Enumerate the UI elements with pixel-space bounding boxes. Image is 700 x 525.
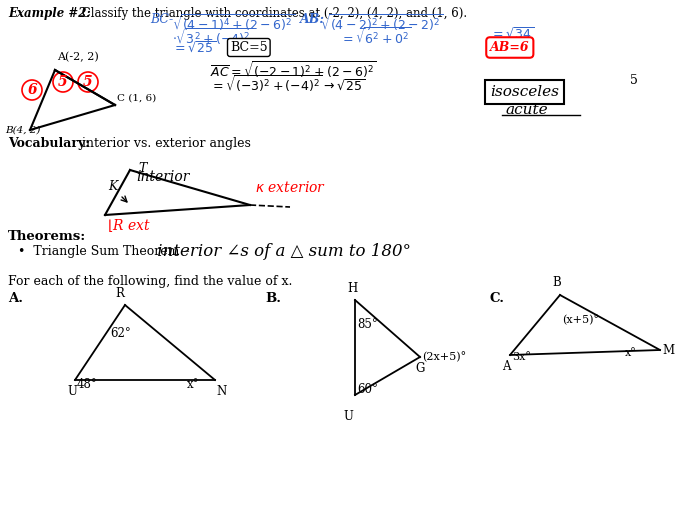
Text: •  Triangle Sum Theorem –: • Triangle Sum Theorem – (18, 245, 190, 258)
Text: G: G (415, 362, 424, 375)
Text: $=\sqrt{6^2+0^2}$: $=\sqrt{6^2+0^2}$ (340, 27, 412, 48)
Text: interior: interior (136, 170, 190, 184)
Text: interior vs. exterior angles: interior vs. exterior angles (78, 137, 251, 150)
Text: M: M (662, 343, 674, 356)
Text: 85°: 85° (357, 318, 378, 331)
Text: K: K (108, 180, 118, 193)
Text: C.: C. (490, 292, 505, 305)
Text: A(-2, 2): A(-2, 2) (57, 51, 99, 62)
Text: 62°: 62° (110, 327, 131, 340)
Text: B(4, 2): B(4, 2) (5, 125, 41, 134)
Text: $\kappa$ exterior: $\kappa$ exterior (255, 180, 326, 195)
Text: AB=6: AB=6 (490, 41, 530, 54)
Text: AB:: AB: (300, 13, 325, 26)
Text: T: T (138, 162, 146, 175)
Text: $\sqrt{(4-1)^4+(2-6)^2}$: $\sqrt{(4-1)^4+(2-6)^2}$ (172, 13, 295, 34)
Text: H: H (347, 282, 357, 295)
Text: $=\sqrt{34}$: $=\sqrt{34}$ (490, 27, 534, 42)
Text: B.: B. (265, 292, 281, 305)
Text: $\overline{AC}=\sqrt{(-2-1)^2+(2-6)^2}$: $\overline{AC}=\sqrt{(-2-1)^2+(2-6)^2}$ (210, 60, 377, 81)
Text: Example #2:: Example #2: (8, 7, 91, 20)
Text: 5: 5 (83, 75, 93, 89)
Text: 5: 5 (58, 75, 68, 89)
Text: x°: x° (187, 378, 199, 391)
Text: 48°: 48° (77, 378, 98, 391)
Text: (2x+5)°: (2x+5)° (422, 352, 466, 362)
Text: C (1, 6): C (1, 6) (117, 94, 156, 103)
Text: $\cdot\sqrt{3^2+(-4)^2}$: $\cdot\sqrt{3^2+(-4)^2}$ (172, 27, 253, 48)
Text: $=\sqrt{(-3)^2+(-4)^2}\rightarrow\sqrt{25}$: $=\sqrt{(-3)^2+(-4)^2}\rightarrow\sqrt{2… (210, 74, 365, 95)
Text: U: U (343, 410, 353, 423)
Text: B: B (552, 276, 561, 289)
Text: interior ∠s of a △ sum to 180°: interior ∠s of a △ sum to 180° (152, 243, 411, 260)
Text: 6: 6 (27, 83, 37, 97)
Text: Classify the triangle with coordinates at (-2, 2), (4, 2), and (1, 6).: Classify the triangle with coordinates a… (78, 7, 467, 20)
Text: $\sqrt{(4-2)^2+(2-2)^2}$: $\sqrt{(4-2)^2+(2-2)^2}$ (320, 13, 443, 34)
Text: x°: x° (625, 348, 637, 358)
Text: For each of the following, find the value of x.: For each of the following, find the valu… (8, 275, 293, 288)
Text: U: U (67, 385, 77, 398)
Text: A: A (502, 360, 510, 373)
Text: $\lfloor$R ext: $\lfloor$R ext (107, 217, 151, 234)
Text: 3x°: 3x° (512, 352, 531, 362)
Text: 5: 5 (630, 74, 638, 87)
Text: isosceles: isosceles (490, 85, 559, 99)
Text: (x+5)°: (x+5)° (562, 315, 599, 326)
Text: 60°: 60° (357, 383, 378, 396)
Text: Theorems:: Theorems: (8, 230, 86, 243)
Text: BC-: BC- (150, 13, 174, 26)
Text: BC=5: BC=5 (230, 41, 267, 54)
Text: A.: A. (8, 292, 23, 305)
Text: acute: acute (505, 103, 547, 117)
Text: $=\sqrt{25}$: $=\sqrt{25}$ (172, 41, 216, 56)
Text: R: R (116, 287, 125, 300)
Text: N: N (216, 385, 226, 398)
Text: Vocabulary:: Vocabulary: (8, 137, 90, 150)
